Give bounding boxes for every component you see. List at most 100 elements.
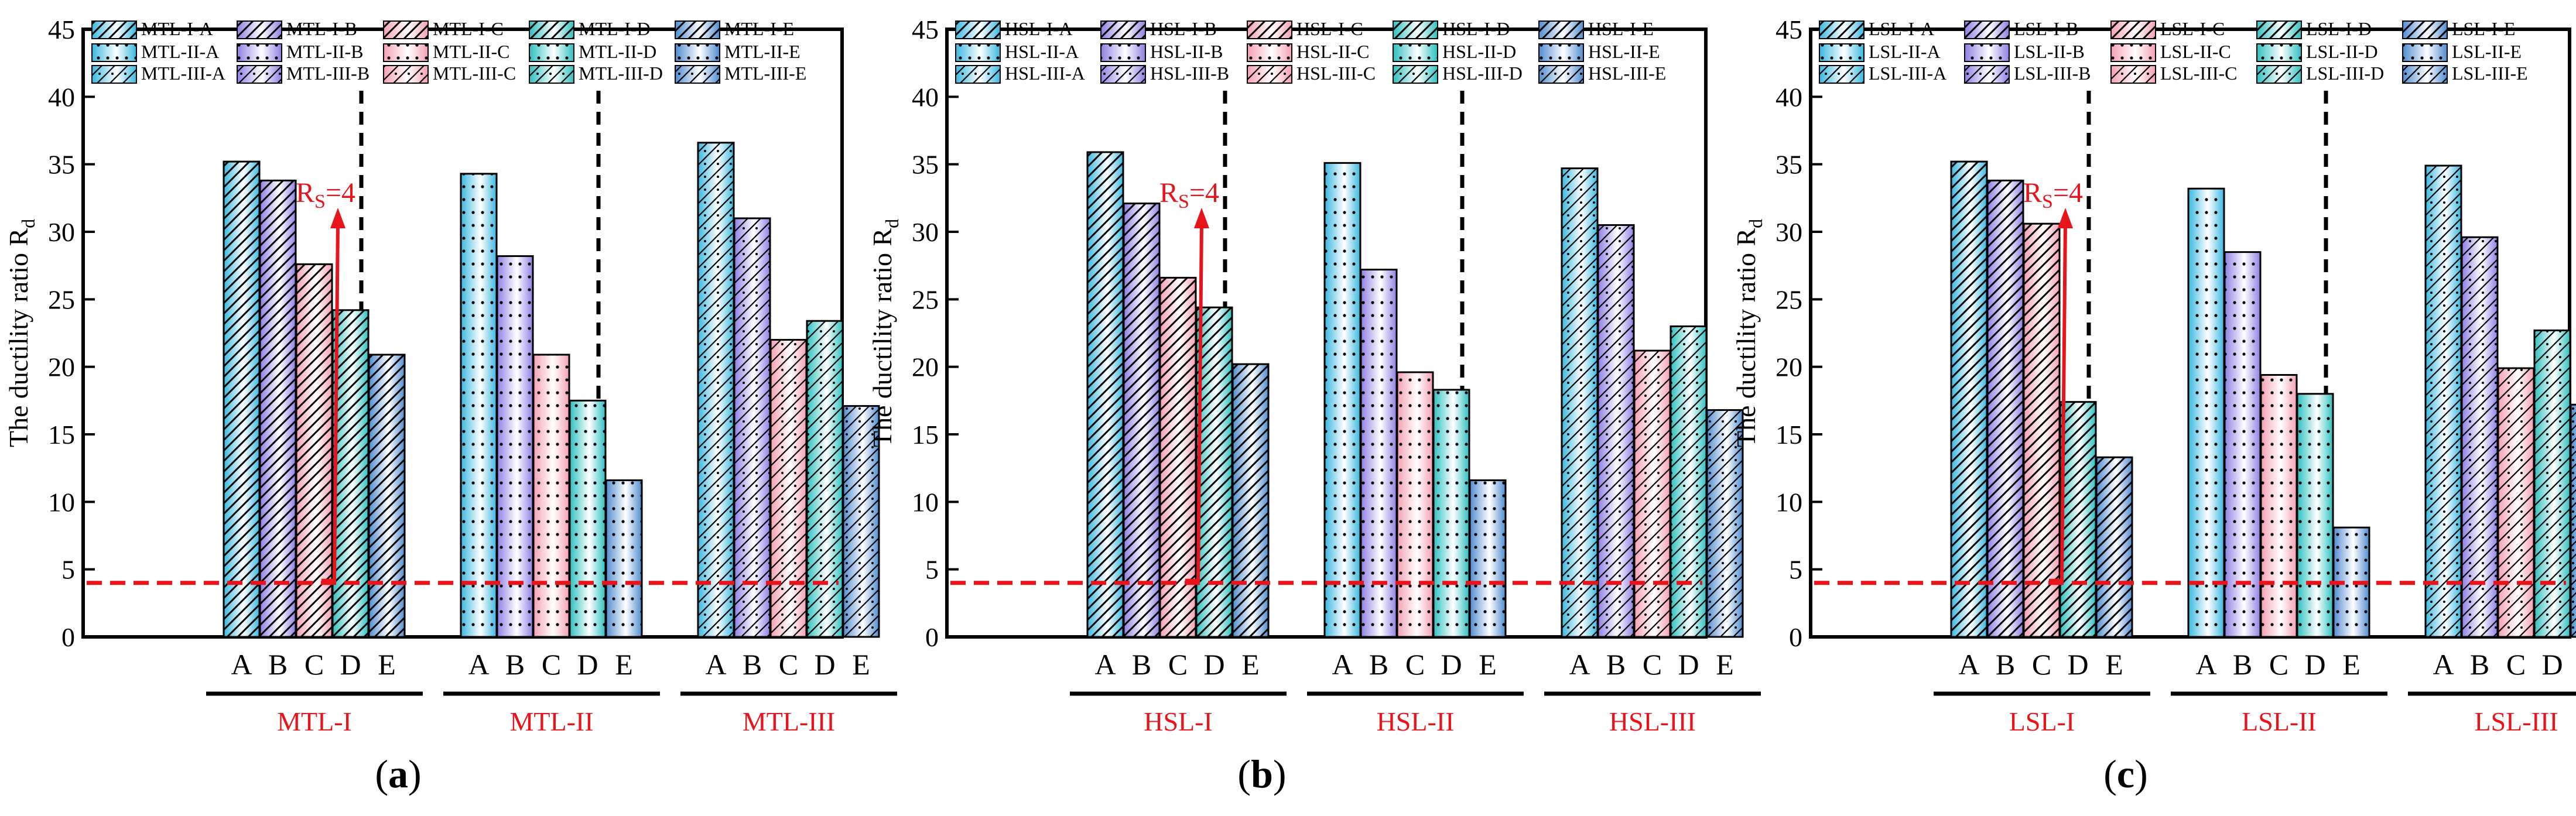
- x-tick-label: E: [1241, 648, 1260, 681]
- y-axis-label: The ductility ratio Rd: [1731, 219, 1766, 447]
- y-tick-label: 40: [912, 82, 939, 112]
- bar-pattern: [2424, 164, 2462, 638]
- legend-label: HSL-I-C: [1296, 18, 1363, 39]
- annotation-arrow: [2049, 222, 2067, 582]
- x-tick-label: A: [2195, 648, 2216, 681]
- y-tick-label: 0: [925, 622, 939, 652]
- legend-label: LSL-II-D: [2306, 41, 2378, 62]
- legend-swatch-pattern: [1819, 65, 1865, 84]
- y-tick-label: 20: [912, 352, 939, 382]
- legend-label: LSL-I-A: [1869, 18, 1934, 39]
- x-tick-label: B: [2233, 648, 2252, 681]
- y-tick-label: 25: [1776, 284, 1802, 314]
- y-tick-label: 5: [925, 555, 939, 585]
- x-tick-label: D: [577, 648, 598, 681]
- bar-pattern: [2023, 222, 2061, 638]
- legend-label: HSL-III-D: [1442, 63, 1523, 84]
- group-label: LSL-I: [2009, 707, 2075, 736]
- y-tick-label: 40: [1776, 82, 1802, 112]
- bar-pattern: [1432, 389, 1470, 638]
- legend-swatch-pattern: [2402, 20, 2448, 39]
- legend-label: LSL-III-C: [2160, 63, 2238, 84]
- legend: LSL-I-A LSL-I-B LSL-I-C LSL-I-D LSL-I-ELSL-I…: [1819, 18, 2528, 84]
- legend-swatch-pattern: [237, 43, 282, 62]
- legend-swatch-pattern: [955, 43, 1001, 62]
- bar-pattern: [368, 354, 406, 638]
- x-tick-label: A: [1094, 648, 1116, 681]
- legend-swatch-pattern: [1964, 43, 2010, 62]
- legend-swatch-pattern: [91, 43, 137, 62]
- y-tick-label: 45: [1776, 15, 1802, 44]
- x-tick-label: A: [231, 648, 252, 681]
- bar-pattern: [1950, 160, 1988, 638]
- legend: HSL-I-A HSL-I-B HSL-I-C HSL-I-D HSL-I-EHSL-I…: [955, 18, 1666, 84]
- x-tick-label: D: [340, 648, 361, 681]
- legend-swatch-pattern: [2110, 65, 2156, 84]
- x-tick-label: E: [1479, 648, 1497, 681]
- x-tick-label: A: [1332, 648, 1353, 681]
- x-tick-label: C: [1643, 648, 1662, 681]
- x-tick-label: D: [814, 648, 835, 681]
- x-tick-label: D: [1203, 648, 1224, 681]
- group-label: LSL-III: [2474, 707, 2558, 736]
- legend-swatch-pattern: [529, 43, 574, 62]
- legend-label: MTL-II-E: [724, 41, 800, 62]
- legend-swatch-pattern: [1100, 43, 1146, 62]
- x-tick-label: C: [2506, 648, 2526, 681]
- x-tick-label: C: [305, 648, 324, 681]
- legend-swatch-pattern: [1393, 43, 1438, 62]
- legend-swatch-pattern: [383, 65, 429, 84]
- y-tick-label: 30: [1776, 217, 1802, 247]
- bar-pattern: [2095, 456, 2133, 638]
- y-tick-label: 10: [1776, 487, 1802, 517]
- y-tick-label: 45: [912, 15, 939, 44]
- legend-label: HSL-I-E: [1588, 18, 1654, 39]
- legend-swatch-pattern: [383, 43, 429, 62]
- y-tick-label: 10: [48, 487, 75, 517]
- bar-pattern: [1561, 167, 1599, 638]
- bar-pattern: [806, 320, 844, 638]
- y-tick-label: 10: [912, 487, 939, 517]
- bar-pattern: [842, 405, 880, 638]
- legend-swatch-pattern: [1247, 43, 1292, 62]
- bar-pattern: [733, 217, 771, 638]
- legend-label: MTL-I-B: [286, 18, 357, 39]
- legend-label: HSL-III-A: [1005, 63, 1085, 84]
- y-tick-label: 0: [61, 622, 75, 652]
- y-tick-label: 15: [912, 420, 939, 450]
- x-tick-label: A: [2433, 648, 2454, 681]
- panel-3: 0 5 10 15 20 25 30 35 40 45 The ductility ratio Rd…: [1731, 15, 2576, 796]
- legend-swatch-pattern: [2402, 43, 2448, 62]
- x-tick-label: D: [2541, 648, 2563, 681]
- y-tick-label: 25: [48, 284, 75, 314]
- panel-label: (c): [2103, 752, 2148, 796]
- reference-label: RS=4: [1159, 177, 1219, 212]
- legend-swatch-pattern: [2256, 20, 2302, 39]
- legend-swatch-pattern: [1100, 20, 1146, 39]
- legend-swatch-pattern: [2256, 43, 2302, 62]
- x-tick-label: A: [1569, 648, 1590, 681]
- legend-label: HSL-I-A: [1005, 18, 1073, 39]
- legend-swatch-pattern: [1393, 20, 1438, 39]
- arrow-head: [1194, 208, 1209, 228]
- bar-pattern: [605, 479, 643, 638]
- legend-swatch-pattern: [675, 43, 720, 62]
- legend-swatch-pattern: [2110, 20, 2156, 39]
- x-tick-label: D: [2067, 648, 2088, 681]
- y-tick-label: 5: [1789, 555, 1802, 585]
- group-label: HSL-I: [1144, 707, 1213, 736]
- bar-pattern: [697, 142, 735, 638]
- bar-pattern: [2059, 401, 2097, 638]
- x-tick-label: E: [2105, 648, 2123, 681]
- legend-label: MTL-III-D: [579, 63, 663, 84]
- reference-label: RS=4: [2023, 177, 2083, 212]
- bar-pattern: [1123, 203, 1161, 638]
- arrow-head: [2058, 208, 2073, 228]
- legend-swatch-pattern: [1247, 65, 1292, 84]
- y-tick-label: 20: [1776, 352, 1802, 382]
- legend-label: HSL-II-D: [1442, 41, 1516, 62]
- x-tick-label: A: [468, 648, 489, 681]
- legend-label: HSL-II-B: [1150, 41, 1223, 62]
- legend-swatch-pattern: [383, 20, 429, 39]
- legend-swatch-pattern: [2110, 43, 2156, 62]
